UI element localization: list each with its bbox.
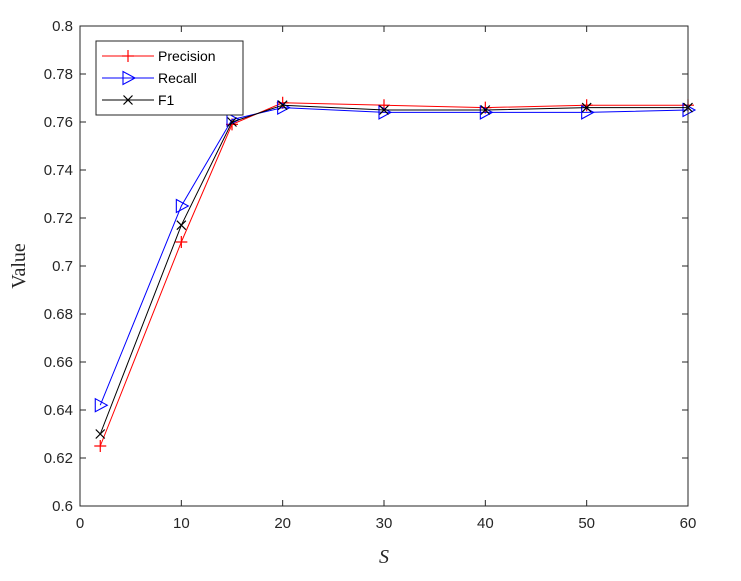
legend-marker (123, 95, 133, 105)
series-f1 (95, 100, 693, 439)
y-tick-label: 0.76 (44, 114, 73, 131)
data-point-precision (276, 96, 289, 109)
series-layer (94, 96, 697, 452)
y-tick-label: 0.74 (44, 162, 73, 179)
ticks-layer: 0 10 20 30 40 50 60 0.6 0.62 0.64 0.66 0.68 0.7 0.72 0… (44, 18, 697, 532)
x-tick-label: 20 (274, 515, 291, 532)
y-tick-label: 0.62 (44, 450, 73, 467)
x-tick-label: 10 (173, 515, 190, 532)
x-tick-label: 0 (76, 515, 84, 532)
data-point-precision (479, 101, 492, 114)
x-tick-label: 60 (680, 515, 697, 532)
legend-label: Recall (158, 70, 197, 86)
y-tick-label: 0.68 (44, 306, 73, 323)
axes-box (79, 25, 689, 507)
data-point-f1 (227, 117, 237, 127)
series-line-recall (99, 107, 689, 406)
x-tick-label: 40 (477, 515, 494, 532)
data-point-precision (175, 236, 188, 248)
data-point-f1 (379, 105, 389, 115)
legend-marker (122, 70, 137, 86)
x-tick-label: 50 (578, 515, 595, 532)
legend-label: Precision (158, 48, 216, 64)
y-tick-label: 0.72 (44, 210, 73, 227)
y-tick-label: 0.8 (52, 18, 73, 35)
legend-item-precision: Precision (102, 48, 216, 64)
y-tick-label: 0.66 (44, 354, 73, 371)
data-point-precision (94, 440, 107, 452)
data-point-recall (94, 397, 109, 413)
legend-item-f1: F1 (102, 92, 175, 108)
data-point-f1 (277, 100, 288, 111)
y-tick-label: 0.64 (44, 402, 73, 419)
y-tick-label: 0.7 (52, 258, 73, 275)
y-axis-label: Value (8, 243, 30, 289)
series-line-precision (99, 102, 688, 447)
data-point-f1 (176, 220, 187, 231)
data-point-f1 (480, 105, 491, 115)
legend-marker (122, 50, 134, 62)
data-point-f1 (581, 102, 592, 113)
legend-item-recall: Recall (102, 70, 197, 86)
data-point-f1 (95, 429, 106, 439)
data-point-recall (175, 198, 190, 214)
series-line-f1 (99, 104, 688, 435)
x-axis-label: S (379, 546, 389, 568)
legend: Precision Recall F1 (95, 40, 244, 116)
x-tick-label: 30 (376, 515, 393, 532)
legend-label: F1 (158, 92, 175, 108)
y-tick-label: 0.6 (52, 498, 73, 515)
y-tick-label: 0.78 (44, 66, 73, 83)
